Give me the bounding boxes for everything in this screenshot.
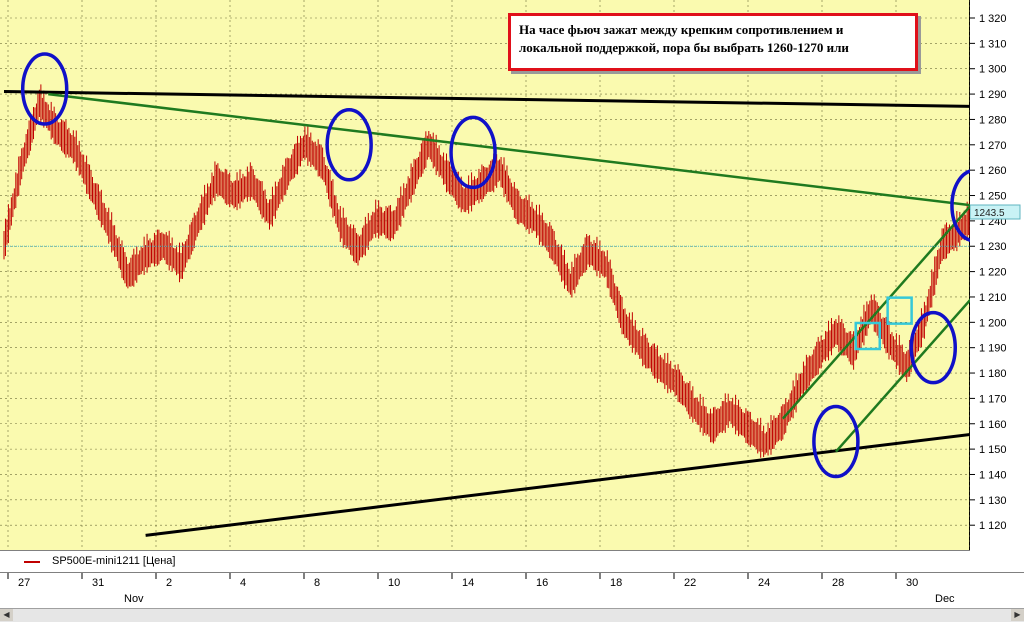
x-tick-label: 2 bbox=[166, 577, 172, 589]
trendline-green bbox=[48, 92, 996, 210]
x-tick-label: 30 bbox=[906, 577, 918, 589]
scroll-left-button[interactable]: ◀ bbox=[0, 609, 13, 621]
price-chart bbox=[0, 0, 1024, 550]
scroll-right-button[interactable]: ▶ bbox=[1011, 609, 1024, 621]
legend-line-icon bbox=[24, 561, 40, 563]
y-tick-label: 1 180 bbox=[979, 368, 1007, 380]
highlight-circle bbox=[909, 310, 957, 385]
markers bbox=[20, 52, 1024, 479]
last-price-marker: 1243.5 bbox=[969, 204, 1021, 220]
last-price-label: 1243.5 bbox=[974, 208, 1005, 219]
grid-lines bbox=[0, 0, 971, 550]
y-tick-label: 1 300 bbox=[979, 64, 1007, 76]
y-tick-label: 1 170 bbox=[979, 393, 1007, 405]
cyan-box bbox=[854, 321, 882, 351]
support-line-black bbox=[145, 429, 996, 537]
month-label: Nov bbox=[124, 593, 144, 605]
horizontal-scrollbar[interactable]: ◀ ▶ bbox=[0, 608, 1024, 622]
y-tick-label: 1 140 bbox=[979, 469, 1007, 481]
highlight-circle bbox=[449, 115, 497, 190]
y-tick-label: 1 200 bbox=[979, 317, 1007, 329]
trendline-green bbox=[781, 176, 997, 420]
y-axis: 1 120 1 130 1 140 1 150 1 160 1 170 1 180 1 190… bbox=[969, 0, 1024, 550]
y-tick-label: 1 310 bbox=[979, 38, 1007, 50]
legend: SP500E-mini1211 [Цена] bbox=[0, 550, 970, 573]
resistance-line-black bbox=[3, 90, 996, 109]
x-tick-label: 24 bbox=[758, 577, 770, 589]
y-tick-label: 1 280 bbox=[979, 114, 1007, 126]
x-tick-label: 10 bbox=[388, 577, 400, 589]
month-label: Dec bbox=[935, 593, 955, 605]
x-tick-label: 8 bbox=[314, 577, 320, 589]
highlight-circle bbox=[325, 108, 373, 182]
y-tick-label: 1 190 bbox=[979, 343, 1007, 355]
y-tick-label: 1 320 bbox=[979, 13, 1007, 25]
legend-label: SP500E-mini1211 [Цена] bbox=[52, 555, 176, 567]
highlight-circle bbox=[20, 52, 69, 126]
y-tick-label: 1 130 bbox=[979, 495, 1007, 507]
price-series bbox=[3, 84, 977, 458]
y-tick-label: 1 250 bbox=[979, 191, 1007, 203]
x-tick-label: 18 bbox=[610, 577, 622, 589]
y-tick-label: 1 210 bbox=[979, 292, 1007, 304]
x-tick-label: 22 bbox=[684, 577, 696, 589]
highlight-circle bbox=[812, 404, 860, 479]
x-tick-label: 27 bbox=[18, 577, 30, 589]
x-tick-label: 28 bbox=[832, 577, 844, 589]
last-price-box bbox=[969, 204, 1021, 220]
y-tick-label: 1 220 bbox=[979, 267, 1007, 279]
y-tick-label: 1 260 bbox=[979, 165, 1007, 177]
y-tick-label: 1 160 bbox=[979, 419, 1007, 431]
x-tick-label: 16 bbox=[536, 577, 548, 589]
x-tick-label: 31 bbox=[92, 577, 104, 589]
y-tick-label: 1 230 bbox=[979, 241, 1007, 253]
y-tick-label: 1 150 bbox=[979, 444, 1007, 456]
trendline-green bbox=[834, 270, 997, 453]
cyan-box bbox=[886, 296, 913, 325]
x-tick-label: 4 bbox=[240, 577, 246, 589]
y-tick-label: 1 120 bbox=[979, 520, 1007, 532]
y-tick-label: 1 270 bbox=[979, 140, 1007, 152]
trendlines bbox=[3, 90, 997, 537]
x-tick-label: 14 bbox=[462, 577, 474, 589]
plot-area: На часе фьюч зажат между крепким сопроти… bbox=[0, 0, 1024, 550]
y-tick-label: 1 290 bbox=[979, 89, 1007, 101]
annotation-box: На часе фьюч зажат между крепким сопроти… bbox=[508, 13, 918, 71]
x-axis: 27 31 2 4 8 10 14 16 18 22 24 28 30 Nov Dec bbox=[0, 572, 1024, 609]
annotation-text: На часе фьюч зажат между крепким сопроти… bbox=[519, 22, 849, 55]
